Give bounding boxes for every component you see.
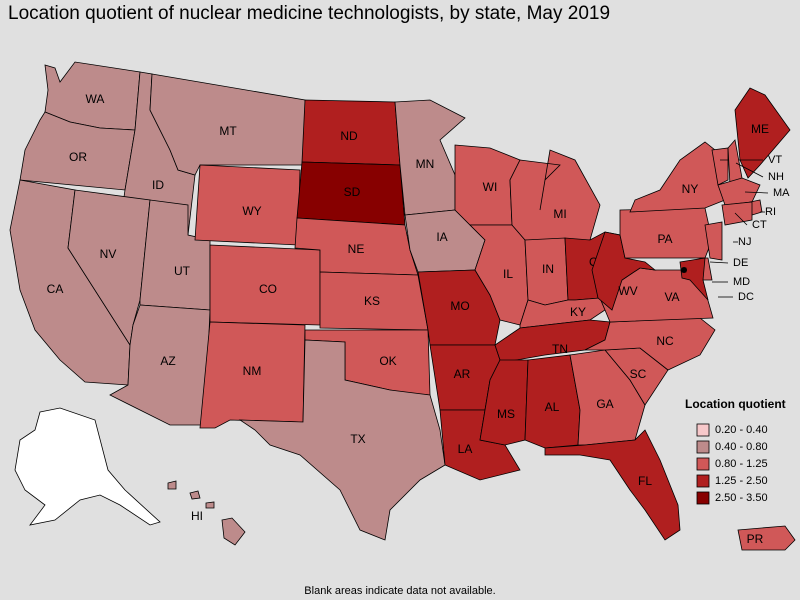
- state-label: KS: [364, 294, 380, 308]
- state-label: IA: [436, 230, 447, 244]
- state-label: ND: [340, 129, 358, 143]
- map-title: Location quotient of nuclear medicine te…: [8, 3, 610, 24]
- state-shape: [584, 317, 716, 371]
- state-label: MO: [450, 299, 469, 313]
- state-label: WA: [86, 92, 105, 106]
- state-label: MI: [553, 207, 566, 221]
- state-shape: [679, 257, 709, 301]
- state-label: NY: [682, 182, 699, 196]
- state-label: MT: [219, 124, 237, 138]
- state-label: PR: [747, 532, 764, 546]
- state-label: NE: [348, 242, 365, 256]
- legend-label: 0.20 - 0.40: [715, 424, 768, 436]
- state-label: VA: [664, 290, 679, 304]
- legend-label: 0.80 - 1.25: [715, 458, 768, 470]
- state-label: MD: [733, 276, 750, 288]
- state-label: MN: [416, 157, 435, 171]
- leader-line: [735, 162, 764, 178]
- state-label: AL: [545, 400, 560, 414]
- leader-line: [744, 191, 769, 194]
- state-label: AR: [454, 367, 471, 381]
- state-label: SC: [630, 367, 647, 381]
- state-label: NJ: [738, 236, 751, 248]
- state-label: OK: [379, 354, 396, 368]
- state-label: ME: [751, 122, 769, 136]
- legend-title: Location quotient: [685, 397, 786, 411]
- legend-swatch: [696, 491, 710, 505]
- legend-label: 2.50 - 3.50: [715, 492, 768, 504]
- state-label: IN: [542, 262, 554, 276]
- state-shape: [509, 149, 601, 241]
- state-label: DE: [733, 257, 748, 269]
- legend-swatch: [696, 474, 710, 488]
- state-label: RI: [765, 206, 776, 218]
- state-label: WI: [483, 180, 498, 194]
- state-label: NC: [656, 334, 674, 348]
- state-label: CA: [47, 282, 64, 296]
- state-label: GA: [596, 397, 613, 411]
- state-label: DC: [738, 291, 754, 303]
- state-shape: [494, 319, 611, 363]
- state-label: NH: [768, 171, 784, 183]
- state-shape: [221, 517, 246, 546]
- note: Blank areas indicate data not available.: [304, 585, 495, 597]
- state-label: VT: [768, 154, 782, 166]
- state-shape: [717, 177, 761, 206]
- state-label: KY: [570, 305, 586, 319]
- state-label: MA: [773, 187, 790, 199]
- state-shape: [199, 321, 306, 429]
- state-shape: [704, 221, 723, 261]
- legend-label: 0.40 - 0.80: [715, 441, 768, 453]
- state-label: NV: [100, 247, 117, 261]
- state-label: FL: [638, 474, 652, 488]
- state-label: AZ: [160, 354, 175, 368]
- state-shape: [721, 201, 753, 226]
- legend-swatch: [696, 440, 710, 454]
- legend: 0.20 - 0.40 0.40 - 0.80 0.80 - 1.25 1.25 - …: [696, 423, 768, 505]
- state-label: IL: [503, 267, 513, 281]
- state-shape: [544, 429, 681, 541]
- legend-swatch: [696, 457, 710, 471]
- state-label: WV: [618, 284, 637, 298]
- state-label: HI: [191, 509, 203, 523]
- legend-swatch: [696, 423, 710, 437]
- state-label: CO: [259, 282, 277, 296]
- state-label: PA: [657, 232, 672, 246]
- state-label: LA: [458, 442, 473, 456]
- state-shape: [238, 339, 446, 541]
- states: WA OR CA ID NV UT AZ MT WY CO NM ND SD NE KS OK TX MN IA MO…: [9, 61, 796, 551]
- state-label: TN: [552, 342, 568, 356]
- state-shape: [479, 359, 529, 446]
- state-shape: [167, 480, 177, 490]
- dc-marker: [681, 267, 687, 273]
- state-label: MS: [497, 407, 515, 421]
- state-label: CT: [752, 219, 767, 231]
- state-label: SD: [344, 185, 361, 199]
- alaska: [14, 407, 161, 526]
- state-shape: [205, 501, 215, 509]
- state-shape: [711, 147, 729, 186]
- state-label: OR: [69, 150, 87, 164]
- state-label: NM: [243, 364, 262, 378]
- state-label: TX: [350, 432, 365, 446]
- state-label: UT: [174, 264, 191, 278]
- legend-label: 1.25 - 2.50: [715, 475, 768, 487]
- leader-line: [709, 261, 729, 264]
- state-shape: [189, 490, 201, 500]
- state-shape: [737, 525, 796, 551]
- leader-line: [734, 212, 748, 226]
- state-label: ID: [152, 178, 164, 192]
- state-shape: [734, 87, 791, 179]
- state-label: WY: [242, 204, 261, 218]
